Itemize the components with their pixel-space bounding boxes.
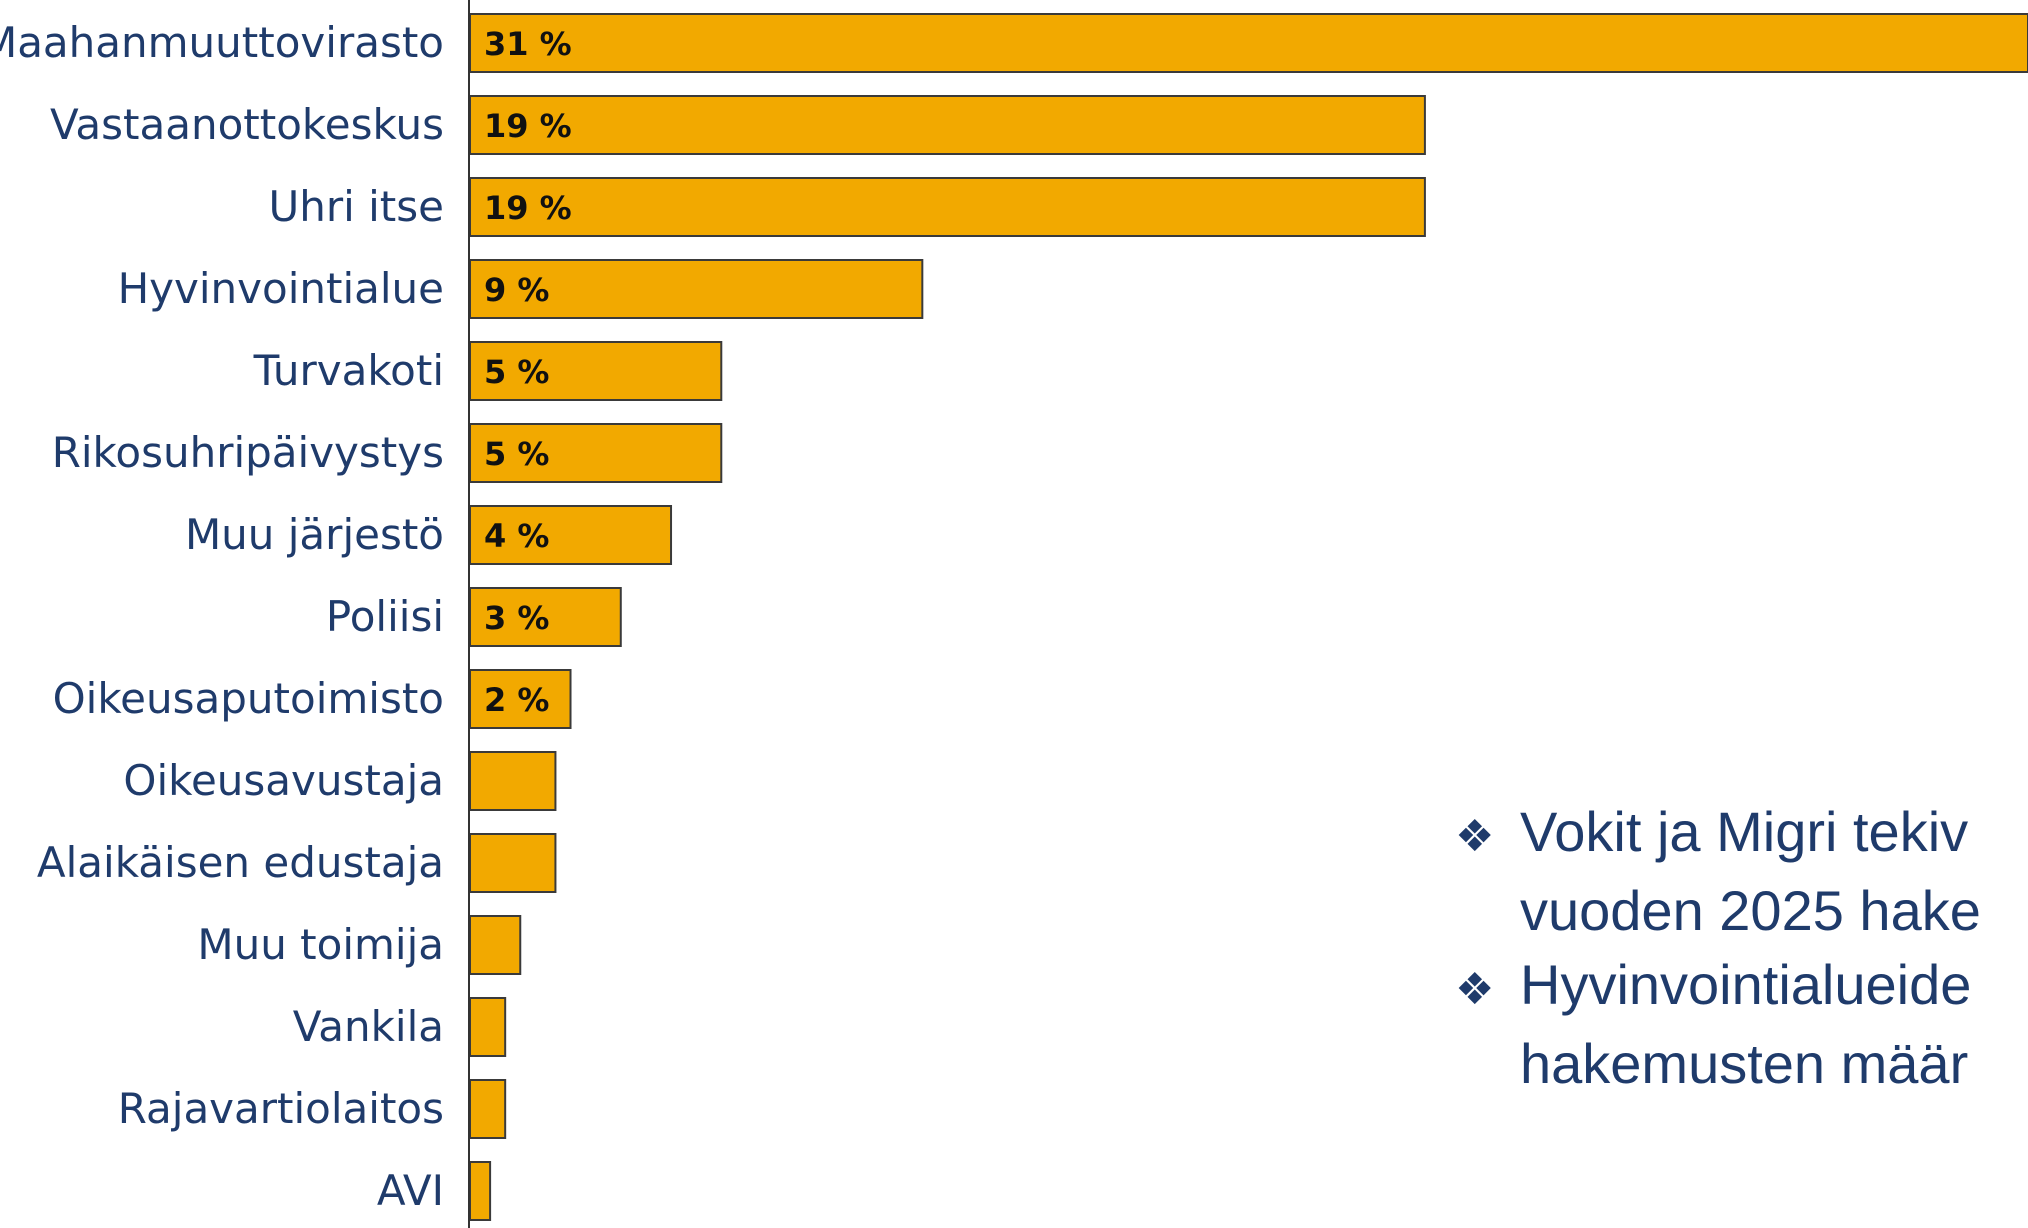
bar-11 [469, 833, 557, 893]
bar-8 [469, 587, 622, 647]
category-label-2: Vastaanottokeskus [50, 100, 444, 149]
category-label-9: Oikeusaputoimisto [53, 674, 444, 723]
note-item-1: ❖ Vokit ja Migri tekiv [1455, 795, 2028, 874]
value-label-2: 19 % [484, 107, 572, 145]
category-label-8: Poliisi [326, 592, 444, 641]
bar-10 [469, 751, 557, 811]
category-label-13: Vankila [293, 1002, 444, 1051]
category-label-6: Rikosuhripäivystys [52, 428, 444, 477]
value-labels: 31 % 19 % 19 % 9 % 5 % 5 % 4 % 3 % 2 % [484, 25, 572, 719]
bar-1 [469, 13, 2028, 73]
bar-13 [469, 997, 507, 1057]
bar-3 [469, 177, 1426, 237]
bars-layer [469, 13, 2028, 1221]
category-label-1: Maahanmuuttovirasto [0, 18, 444, 67]
category-label-14: Rajavartiolaitos [118, 1084, 444, 1133]
note-item-1-line-2: vuoden 2025 hake [1520, 879, 1981, 942]
bar-15 [469, 1161, 492, 1221]
note-item-1-line-1: Vokit ja Migri tekiv [1520, 800, 1969, 863]
value-label-8: 3 % [484, 599, 549, 637]
note-item-2-line-2: hakemusten määr [1520, 1032, 1969, 1095]
value-label-4: 9 % [484, 271, 549, 309]
value-label-3: 19 % [484, 189, 572, 227]
bar-9 [469, 669, 572, 729]
note-item-2-line-1: Hyvinvointialueide [1520, 953, 1972, 1016]
category-label-12: Muu toimija [197, 920, 444, 969]
value-label-1: 31 % [484, 25, 572, 63]
category-labels: Maahanmuuttovirasto Vastaanottokeskus Uhri… [0, 18, 444, 1215]
bar-4 [469, 259, 924, 319]
note-item-1-cont: vuoden 2025 hake [1455, 874, 2028, 948]
category-label-7: Muu järjestö [185, 510, 444, 559]
category-label-3: Uhri itse [268, 182, 444, 231]
category-label-11: Alaikäisen edustaja [37, 838, 444, 887]
value-label-9: 2 % [484, 681, 549, 719]
category-label-15: AVI [377, 1166, 444, 1215]
bar-12 [469, 915, 522, 975]
value-label-5: 5 % [484, 353, 549, 391]
four-diamond-bullet-icon: ❖ [1455, 965, 1495, 1014]
bar-14 [469, 1079, 507, 1139]
bar-2 [469, 95, 1426, 155]
four-diamond-bullet-icon: ❖ [1455, 812, 1495, 861]
category-label-10: Oikeusavustaja [123, 756, 444, 805]
category-label-4: Hyvinvointialue [118, 264, 444, 313]
value-label-7: 4 % [484, 517, 549, 555]
note-item-2-cont: hakemusten määr [1455, 1027, 2028, 1101]
category-label-5: Turvakoti [253, 346, 444, 395]
value-label-6: 5 % [484, 435, 549, 473]
notes-panel: ❖ Vokit ja Migri tekiv vuoden 2025 hake ❖… [1455, 795, 2028, 1101]
note-item-2: ❖ Hyvinvointialueide [1455, 948, 2028, 1027]
